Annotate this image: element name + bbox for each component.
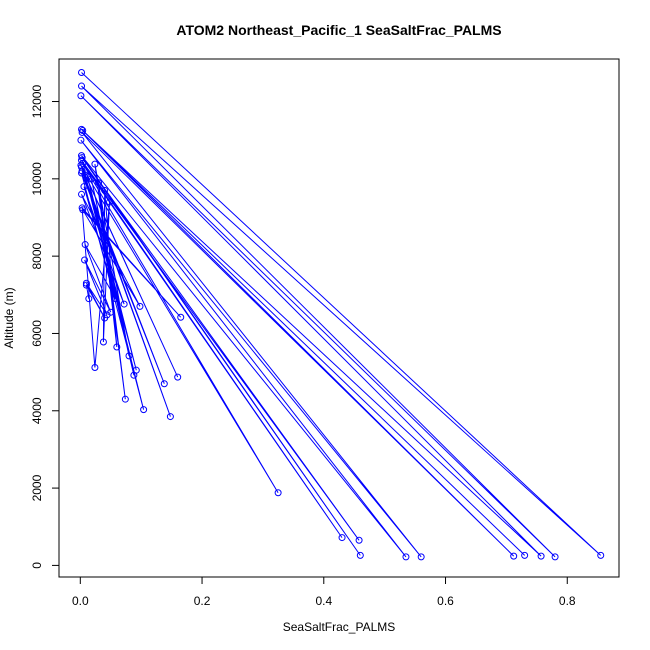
data-point — [356, 551, 364, 559]
data-point — [80, 183, 88, 191]
x-tick-label: 0.8 — [559, 594, 576, 608]
y-tick-label: 10000 — [30, 162, 44, 196]
y-axis-label: Altitude (m) — [2, 287, 16, 348]
y-tick-label: 8000 — [30, 242, 44, 269]
data-point — [84, 173, 92, 181]
data-point — [78, 128, 86, 136]
data-point — [91, 363, 99, 371]
data-point — [521, 551, 529, 559]
data-point — [91, 160, 99, 168]
data-point — [77, 136, 85, 144]
data-point — [417, 553, 425, 561]
data-point — [120, 300, 128, 308]
data-point — [274, 489, 282, 497]
plot-area — [77, 69, 605, 561]
data-point — [355, 536, 363, 544]
data-point — [78, 82, 86, 90]
data-point — [81, 256, 89, 264]
data-point — [177, 313, 185, 321]
x-tick-label: 0.6 — [437, 594, 454, 608]
y-axis: 0 2000 4000 6000 8000 10000 12000 — [30, 85, 60, 569]
x-tick-label: 0.4 — [315, 594, 332, 608]
x-axis-label: SeaSaltFrac_PALMS — [283, 620, 396, 634]
data-point — [79, 159, 87, 167]
data-point — [130, 371, 138, 379]
y-tick-label: 12000 — [30, 85, 44, 119]
data-point — [174, 373, 182, 381]
data-point — [402, 553, 410, 561]
data-point — [78, 169, 86, 177]
series-line — [80, 72, 602, 558]
data-point — [78, 69, 86, 77]
y-tick-label: 6000 — [30, 320, 44, 347]
data-point — [85, 295, 93, 303]
data-point — [78, 190, 86, 198]
data-point — [140, 406, 148, 414]
data-point — [121, 395, 129, 403]
data-point — [99, 338, 107, 346]
chart-title: ATOM2 Northeast_Pacific_1 SeaSaltFrac_PA… — [176, 22, 501, 38]
data-point — [166, 413, 174, 421]
data-point — [537, 552, 545, 560]
plot-frame — [58, 58, 620, 578]
data-point — [79, 206, 87, 214]
data-point — [551, 553, 559, 561]
data-point — [136, 302, 144, 310]
data-point — [106, 198, 114, 206]
data-point — [101, 186, 109, 194]
data-point — [112, 295, 120, 303]
data-point — [77, 92, 85, 100]
data-point — [87, 175, 95, 183]
data-point — [82, 281, 90, 289]
data-point — [82, 279, 90, 287]
y-tick-label: 4000 — [30, 397, 44, 424]
y-tick-label: 0 — [30, 562, 44, 569]
data-point — [78, 156, 86, 164]
data-point — [113, 343, 121, 351]
data-point — [338, 534, 346, 542]
data-point — [81, 241, 89, 249]
x-tick-label: 0.0 — [72, 594, 89, 608]
data-point — [101, 314, 109, 322]
data-point — [510, 552, 518, 560]
data-point — [597, 551, 605, 559]
data-point — [78, 125, 86, 133]
data-point — [160, 380, 168, 388]
x-axis: 0.0 0.2 0.4 0.6 0.8 — [72, 576, 576, 608]
y-tick-label: 2000 — [30, 474, 44, 501]
x-tick-label: 0.2 — [194, 594, 211, 608]
data-point — [95, 179, 103, 187]
data-point — [125, 352, 133, 360]
